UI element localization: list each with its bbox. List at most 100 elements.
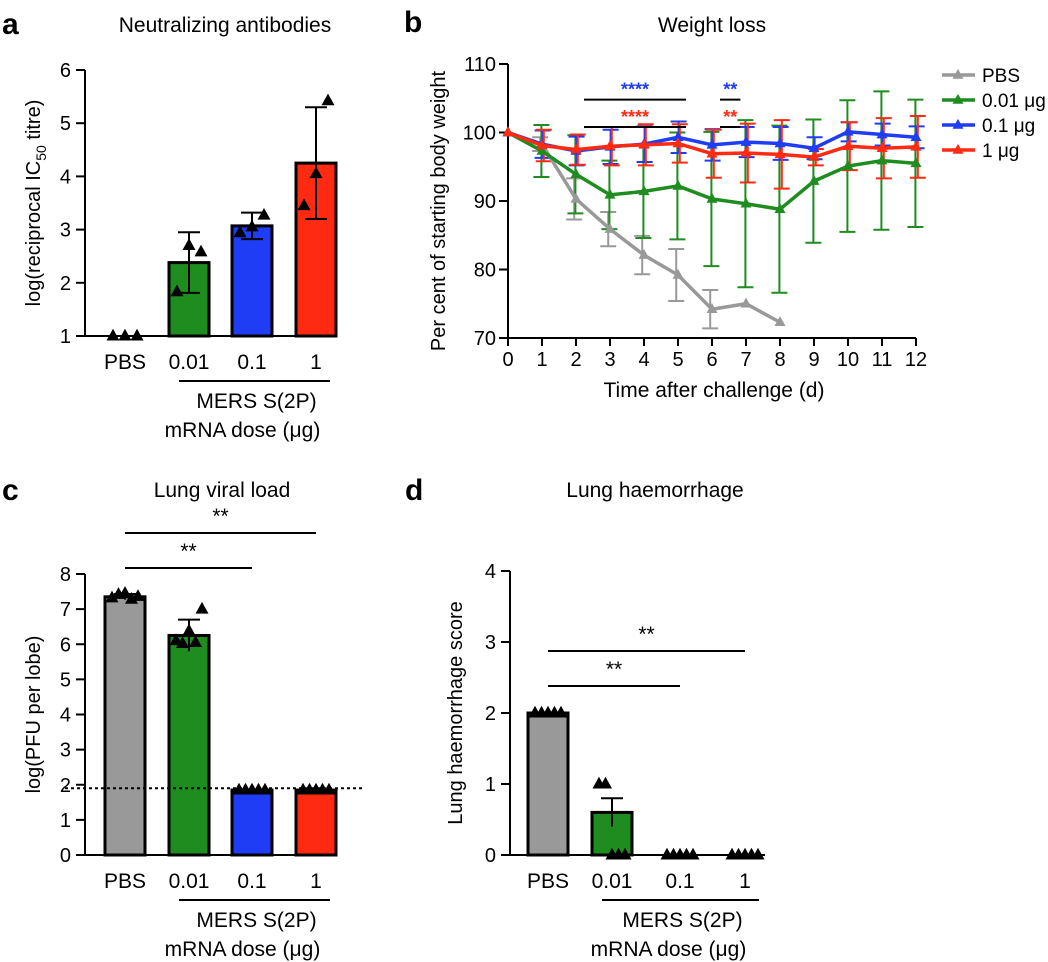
bar-0.1 bbox=[230, 224, 274, 338]
y-tick-label: 4 bbox=[60, 705, 71, 727]
bar-0.01 bbox=[167, 633, 211, 857]
legend-swatch-marker bbox=[952, 93, 964, 104]
series-point bbox=[808, 142, 820, 153]
legend: PBS 0.01 μg 0.1 μg 1 μg bbox=[942, 66, 1046, 162]
x-tick-label-1: 1 bbox=[310, 870, 322, 893]
legend-entry: 0.1 μg bbox=[982, 116, 1035, 137]
data-point bbox=[176, 636, 189, 648]
y-tick-label: 8 bbox=[60, 564, 71, 586]
y-label-subscript: 50 bbox=[33, 145, 49, 161]
x-tick-label-PBS: PBS bbox=[104, 351, 146, 374]
series-point bbox=[638, 138, 650, 149]
series-point bbox=[706, 303, 718, 313]
data-point bbox=[599, 776, 612, 789]
y-tick-label: 70 bbox=[474, 328, 496, 350]
panel-d: Lung haemorrhage 0 1 2 3 4 Lung haemorrhage sc… bbox=[445, 479, 765, 961]
series-point bbox=[842, 159, 854, 170]
x-tick-label-0.01: 0.01 bbox=[592, 870, 633, 893]
group-label-construct: MERS S(2P) bbox=[622, 909, 742, 932]
series-PBS bbox=[532, 136, 719, 330]
x-tick-label-PBS: PBS bbox=[527, 870, 569, 893]
group-label-construct: MERS S(2P) bbox=[196, 909, 316, 932]
y-label-part: titre) bbox=[23, 100, 45, 146]
data-point bbox=[297, 198, 311, 211]
series-1 μg bbox=[535, 115, 926, 190]
data-point bbox=[170, 284, 184, 297]
panel-title: Neutralizing antibodies bbox=[119, 14, 331, 37]
panel-title: Lung haemorrhage bbox=[566, 479, 743, 502]
x-tick-label: 3 bbox=[604, 349, 615, 371]
data-point bbox=[751, 847, 765, 860]
group-label-dose: mRNA dose (μg) bbox=[591, 938, 747, 961]
y-tick-label: 6 bbox=[60, 60, 71, 82]
data-point bbox=[131, 589, 145, 601]
series-point bbox=[910, 131, 922, 142]
bar-1 bbox=[294, 788, 338, 857]
panel-a: Neutralizing antibodies 1 2 3 4 5 6 log(recipro… bbox=[23, 14, 338, 442]
data-point bbox=[189, 635, 202, 647]
x-tick-label-0.1: 0.1 bbox=[237, 870, 266, 893]
series-point bbox=[536, 139, 548, 150]
series-point bbox=[570, 192, 582, 203]
y-axis-label: Per cent of starting body weight bbox=[428, 70, 450, 351]
significance-label: ** bbox=[723, 107, 737, 127]
series-point bbox=[876, 142, 888, 153]
significance-label: **** bbox=[621, 80, 649, 100]
y-tick-label: 5 bbox=[60, 113, 71, 135]
panel-letter-d: d bbox=[405, 474, 423, 507]
x-tick-label-0.01: 0.01 bbox=[169, 870, 210, 893]
x-tick-label: 10 bbox=[837, 349, 859, 371]
series-point bbox=[672, 131, 684, 142]
data-point bbox=[118, 328, 132, 341]
series-point bbox=[604, 188, 616, 199]
x-tick-label-0.1: 0.1 bbox=[665, 870, 694, 893]
y-tick-label: 80 bbox=[474, 260, 496, 282]
y-axis-label: Lung haemorrhage score bbox=[445, 601, 467, 824]
x-tick-label-PBS: PBS bbox=[104, 870, 146, 893]
series-point bbox=[910, 157, 922, 168]
x-tick-label: 12 bbox=[905, 349, 927, 371]
series-point bbox=[672, 268, 684, 279]
y-tick-label: 3 bbox=[60, 220, 71, 242]
series-point bbox=[740, 146, 752, 157]
series-point bbox=[672, 137, 684, 148]
series-point bbox=[706, 147, 718, 158]
data-point bbox=[195, 601, 209, 614]
series-point bbox=[774, 137, 786, 148]
data-point bbox=[321, 93, 335, 106]
x-tick-label: 5 bbox=[672, 349, 683, 371]
x-tick-label-1: 1 bbox=[739, 870, 751, 893]
bar-PBS bbox=[103, 595, 147, 857]
y-tick-label: 3 bbox=[60, 740, 71, 762]
series-point bbox=[808, 174, 820, 185]
series-point bbox=[604, 222, 616, 233]
significance-label: ** bbox=[638, 623, 654, 646]
panel-letter-a: a bbox=[2, 8, 19, 41]
x-tick-label-0.01: 0.01 bbox=[169, 351, 210, 374]
y-axis-label: log(reciprocal IC50 titre) bbox=[23, 100, 49, 307]
data-point bbox=[309, 166, 323, 179]
series-point bbox=[910, 140, 922, 151]
legend-swatch-marker bbox=[952, 118, 964, 129]
series-point bbox=[706, 192, 718, 203]
x-tick-label: 1 bbox=[536, 349, 547, 371]
bar-1 bbox=[294, 161, 338, 338]
series-point bbox=[842, 140, 854, 150]
y-tick-label: 7 bbox=[60, 599, 71, 621]
series-point bbox=[604, 140, 616, 150]
series-point bbox=[774, 148, 786, 159]
x-tick-label: 7 bbox=[740, 349, 751, 371]
series-point bbox=[502, 126, 514, 137]
data-point bbox=[182, 238, 196, 251]
series-point bbox=[740, 297, 752, 308]
data-point bbox=[554, 705, 568, 718]
x-axis-label: Time after challenge (d) bbox=[604, 379, 825, 402]
significance-label: **** bbox=[621, 107, 649, 127]
group-label-construct: MERS S(2P) bbox=[196, 390, 316, 413]
y-tick-label: 100 bbox=[463, 123, 496, 145]
y-tick-label: 2 bbox=[60, 273, 71, 295]
series-point bbox=[740, 197, 752, 208]
series-point bbox=[672, 179, 684, 190]
legend-entry: PBS bbox=[982, 66, 1020, 87]
